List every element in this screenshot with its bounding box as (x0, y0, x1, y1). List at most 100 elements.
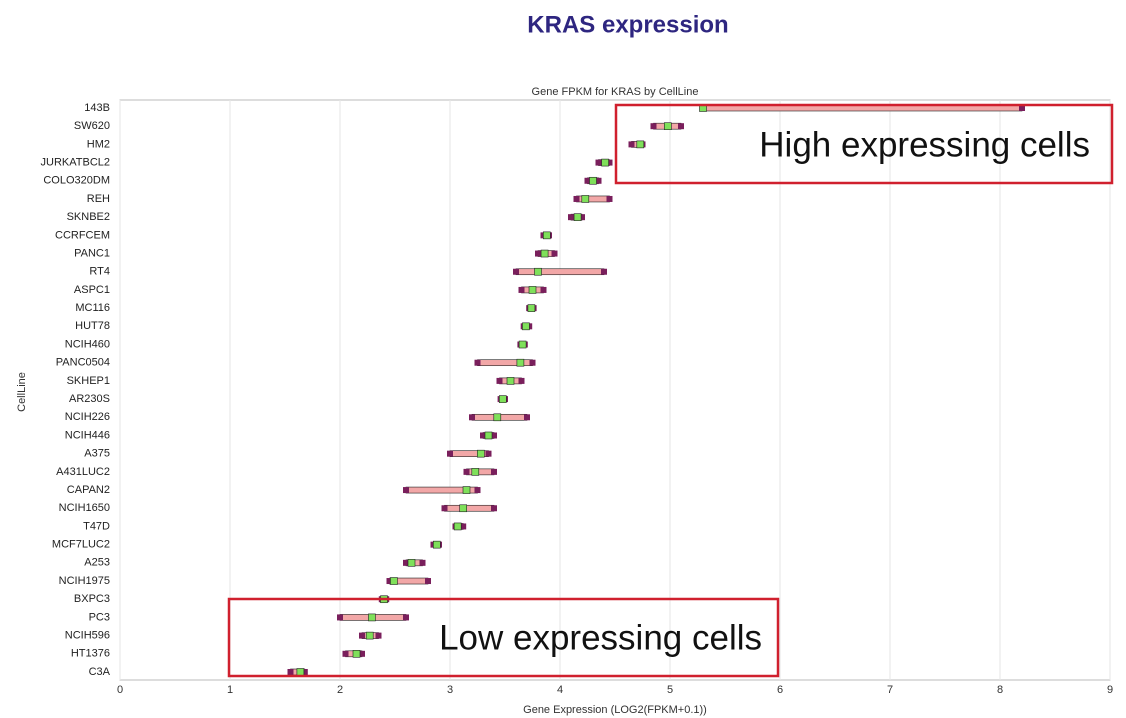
max-marker (425, 578, 431, 585)
min-marker (441, 505, 448, 512)
y-tick-label: NCIH226 (65, 411, 110, 423)
x-tick-label: 9 (1107, 684, 1113, 696)
y-axis-label: CellLine (16, 372, 28, 412)
max-marker (460, 523, 467, 530)
max-marker (1019, 105, 1025, 111)
y-tick-label: A253 (84, 557, 110, 569)
min-marker (403, 487, 409, 494)
min-marker (518, 286, 525, 293)
max-marker (518, 377, 525, 384)
y-tick-label: SKNBE2 (67, 211, 110, 223)
x-tick-label: 4 (557, 684, 563, 696)
range-box (515, 268, 605, 276)
page-title: KRAS expression (527, 11, 728, 38)
x-tick-label: 5 (667, 684, 673, 696)
median-marker (493, 413, 502, 422)
x-tick-label: 0 (117, 684, 123, 696)
plot-frame (119, 99, 1111, 681)
y-tick-label: PC3 (89, 611, 110, 623)
y-tick-label: RT4 (89, 266, 110, 278)
x-axis-label: Gene Expression (LOG2(FPKM+0.1)) (523, 704, 707, 716)
max-marker (540, 286, 547, 293)
range-box (477, 359, 533, 367)
min-marker (386, 578, 393, 585)
x-tick-label: 3 (447, 684, 453, 696)
median-marker (542, 231, 551, 240)
median-marker (462, 486, 471, 494)
max-marker (529, 359, 536, 366)
min-marker (463, 468, 470, 475)
annotation: High expressing cells (759, 125, 1090, 164)
y-tick-label: NCIH596 (65, 630, 110, 642)
min-marker (595, 159, 602, 166)
max-marker (301, 669, 308, 675)
min-marker (359, 632, 365, 639)
y-tick-label: SKHEP1 (67, 375, 110, 387)
max-marker (359, 650, 365, 657)
annotation-box (614, 103, 1114, 185)
chart-title: Gene FPKM for KRAS by CellLine (532, 86, 699, 98)
y-tick-label: PANC0504 (56, 357, 110, 369)
max-marker (678, 123, 684, 130)
median-marker (365, 631, 374, 640)
min-marker (535, 250, 541, 257)
median-marker (663, 122, 672, 130)
y-tick-label: MCF7LUC2 (52, 539, 110, 551)
max-marker (579, 214, 585, 221)
median-marker (459, 504, 468, 513)
median-marker (516, 358, 525, 367)
max-marker (485, 450, 492, 457)
y-tick-label: CAPAN2 (67, 484, 110, 496)
y-tick-label: C3A (89, 666, 111, 678)
max-marker (491, 505, 497, 512)
y-tick-label: AR230S (69, 393, 110, 405)
median-marker (589, 176, 597, 185)
median-marker (528, 286, 537, 294)
median-marker (527, 304, 536, 312)
max-marker (606, 159, 613, 166)
y-tick-label: REH (87, 193, 110, 205)
annotation-box (227, 597, 780, 678)
min-marker (403, 559, 409, 566)
median-marker (484, 431, 493, 440)
max-marker (419, 559, 426, 566)
median-marker (432, 540, 441, 549)
min-marker (447, 450, 453, 457)
y-tick-label: MC116 (75, 302, 110, 314)
max-marker (403, 614, 409, 621)
y-tick-label: NCIH1650 (59, 502, 110, 514)
max-marker (375, 632, 382, 639)
median-marker (534, 267, 542, 276)
max-marker (491, 468, 497, 475)
min-marker (342, 650, 349, 657)
y-tick-label: CCRFCEM (55, 229, 110, 241)
min-marker (337, 614, 343, 621)
median-marker (476, 449, 485, 458)
median-marker (296, 668, 305, 676)
median-marker (498, 395, 507, 403)
min-marker (568, 214, 574, 221)
min-marker (650, 123, 657, 130)
min-marker (287, 669, 294, 675)
annotation: Low expressing cells (439, 618, 762, 657)
y-tick-label: NCIH446 (65, 429, 110, 441)
min-marker (628, 141, 635, 148)
y-tick-label: NCIH460 (65, 338, 110, 350)
y-tick-label: HM2 (87, 138, 110, 150)
min-marker (496, 377, 503, 384)
y-tick-label: HT1376 (71, 648, 110, 660)
min-marker (573, 195, 580, 202)
median-marker (390, 577, 398, 585)
max-marker (491, 432, 497, 439)
y-tick-label: A431LUC2 (56, 466, 110, 478)
max-marker (601, 268, 607, 275)
median-marker (506, 377, 515, 385)
median-marker (522, 322, 530, 331)
median-marker (636, 140, 645, 149)
max-marker (474, 487, 481, 494)
median-marker (453, 522, 462, 531)
x-tick-label: 2 (337, 684, 343, 696)
median-marker (352, 650, 361, 658)
max-marker (595, 177, 602, 184)
